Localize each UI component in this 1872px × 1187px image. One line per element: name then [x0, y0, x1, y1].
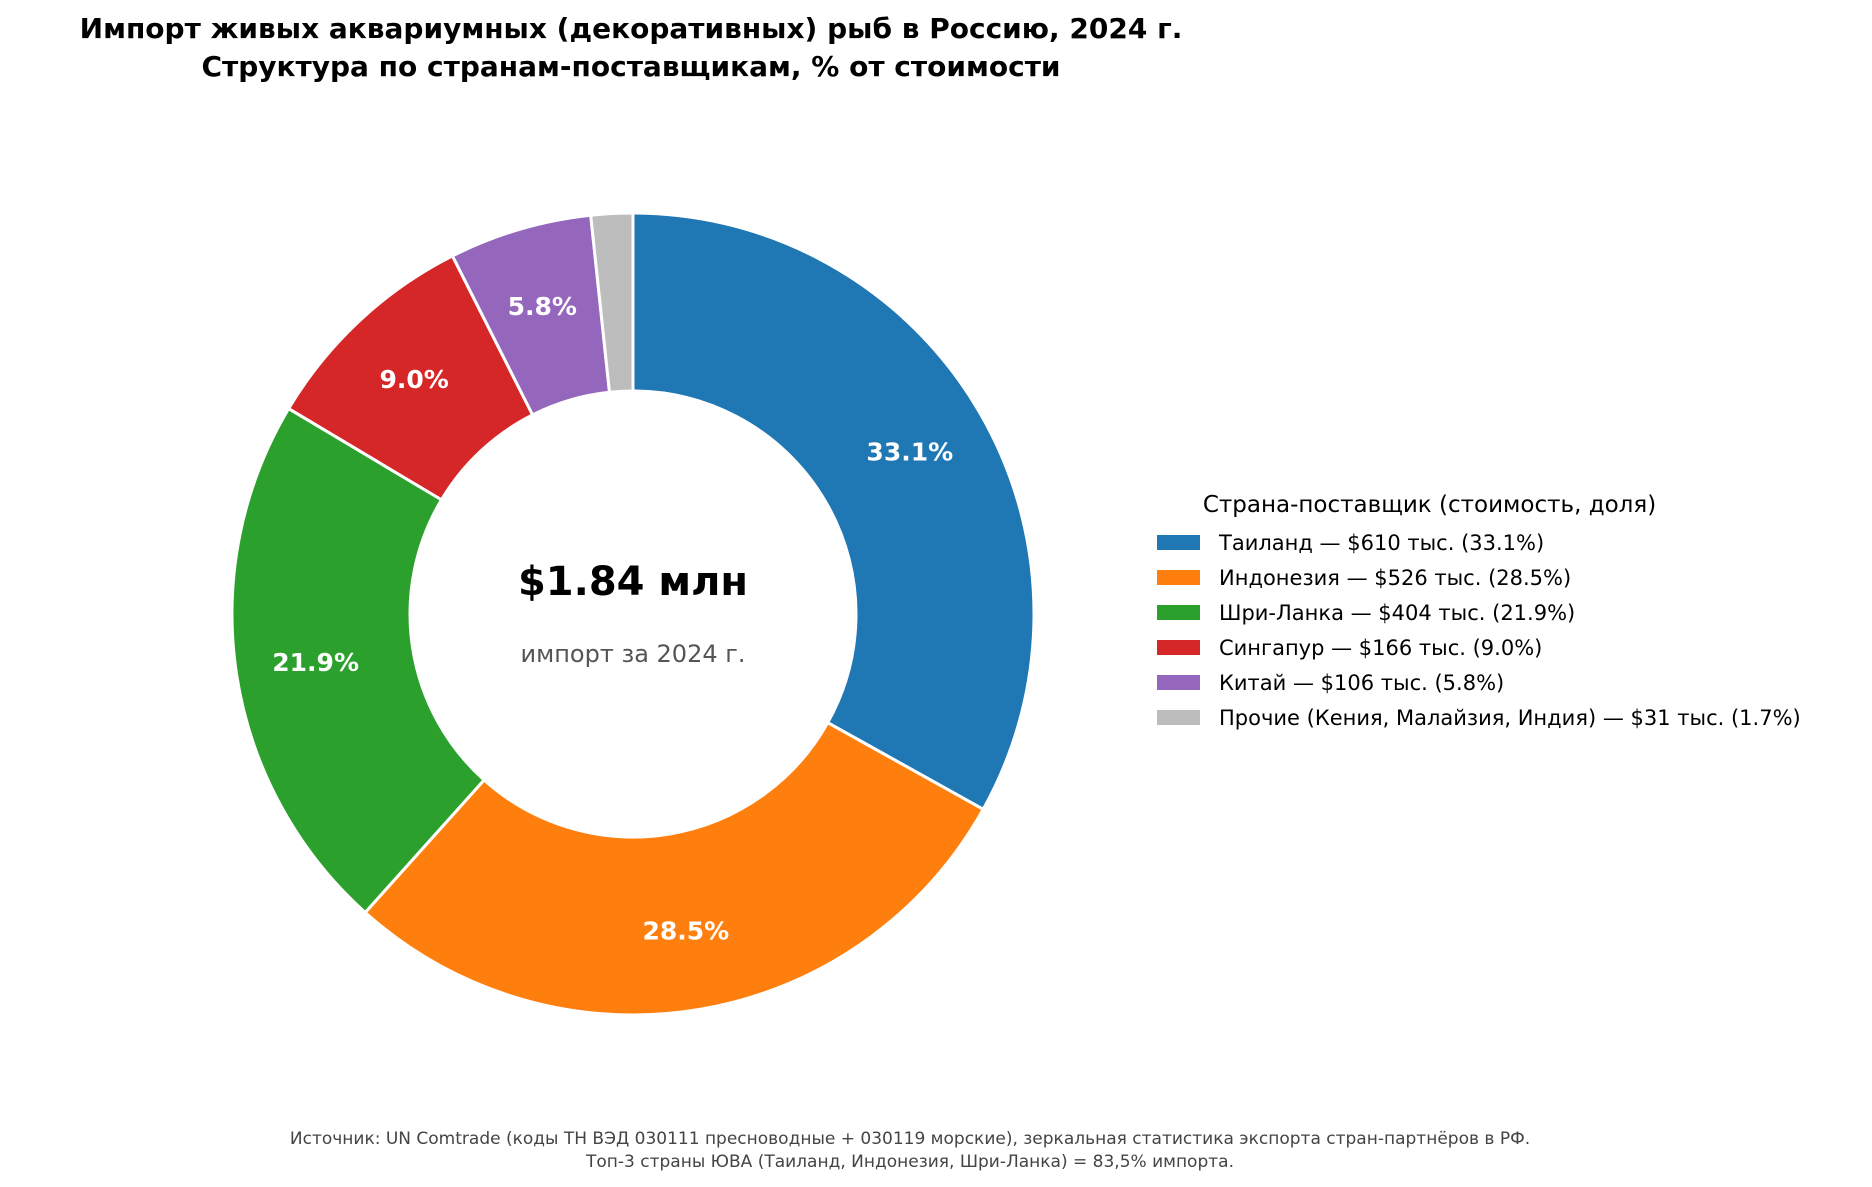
slice-thailand: [631, 211, 1036, 811]
chart-title-line2: Структура по странам-поставщикам, % от с…: [201, 50, 1061, 83]
donut-slices: [230, 211, 1036, 1017]
slice-label-indonesia: 28.5%: [642, 917, 729, 946]
slice-indonesia: [363, 721, 985, 1017]
slice-label-singapore: 9.0%: [380, 365, 449, 394]
legend-title: Страна-поставщик (стоимость, доля): [1202, 492, 1657, 518]
legend-swatch: [1157, 535, 1200, 550]
legend-swatch: [1157, 605, 1200, 620]
footnote-line2: Топ-3 страны ЮВА (Таиланд, Индонезия, Шр…: [586, 1152, 1234, 1172]
slice-other: [589, 211, 635, 394]
slice-label-sri-lanka: 21.9%: [272, 648, 359, 677]
legend-item-singapore: Сингапур — $166 тыс. (9.0%): [1152, 630, 1542, 665]
slice-sri-lanka: [230, 407, 486, 914]
slice-label-china: 5.8%: [508, 292, 577, 321]
chart-title-line1: Импорт живых аквариумных (декоративных) …: [79, 12, 1183, 45]
center-total-value: $1.84 млн: [518, 559, 748, 605]
legend-item-sri-lanka: Шри-Ланка — $404 тыс. (21.9%): [1152, 595, 1575, 630]
slice-label-thailand: 33.1%: [866, 437, 953, 466]
legend-swatch: [1157, 570, 1200, 585]
legend-swatch: [1157, 675, 1200, 690]
source-footnote: Источник: UN Comtrade (коды ТН ВЭД 03011…: [0, 1128, 1820, 1174]
legend-label: Индонезия — $526 тыс. (28.5%): [1219, 565, 1572, 590]
legend-item-other: Прочие (Кения, Малайзия, Индия) — $31 ты…: [1152, 700, 1801, 735]
slice-labels: 33.1% 28.5% 21.9% 9.0% 5.8%: [272, 292, 953, 946]
legend-label: Сингапур — $166 тыс. (9.0%): [1219, 635, 1543, 660]
legend-item-china: Китай — $106 тыс. (5.8%): [1152, 665, 1504, 700]
chart-title: Импорт живых аквариумных (декоративных) …: [0, 10, 1262, 86]
footnote-line1: Источник: UN Comtrade (коды ТН ВЭД 03011…: [289, 1129, 1531, 1149]
legend-label: Прочие (Кения, Малайзия, Индия) — $31 ты…: [1219, 705, 1801, 730]
legend-label: Таиланд — $610 тыс. (33.1%): [1219, 530, 1545, 555]
legend-swatch: [1157, 710, 1200, 725]
legend-item-thailand: Таиланд — $610 тыс. (33.1%): [1152, 525, 1544, 560]
legend-label: Шри-Ланка — $404 тыс. (21.9%): [1219, 600, 1576, 625]
legend-label: Китай — $106 тыс. (5.8%): [1219, 670, 1505, 695]
legend-item-indonesia: Индонезия — $526 тыс. (28.5%): [1152, 560, 1571, 595]
legend-swatch: [1157, 640, 1200, 655]
center-caption: импорт за 2024 г.: [521, 640, 746, 668]
